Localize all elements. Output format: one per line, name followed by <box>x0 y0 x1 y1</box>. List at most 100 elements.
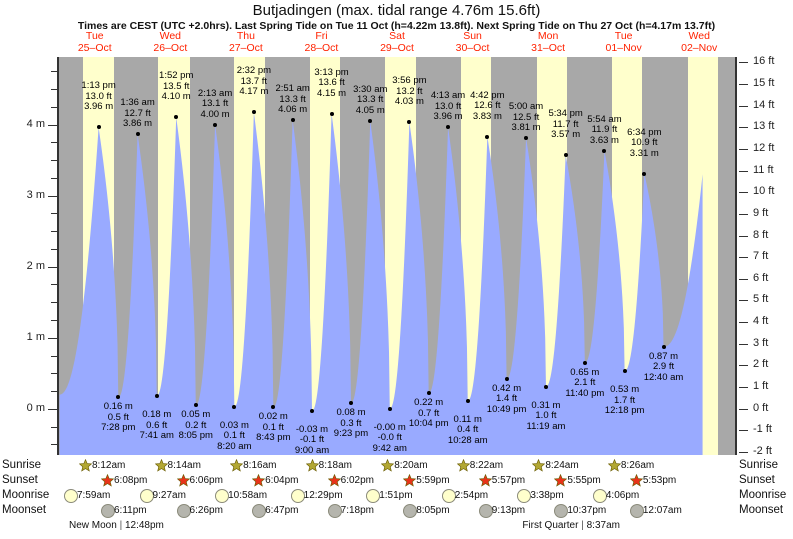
moonrise-disc-icon <box>592 489 607 503</box>
moonset-time: 12:07am <box>642 505 682 516</box>
tide-time: 0.16 m <box>103 401 133 413</box>
y-tick-m <box>51 391 57 393</box>
moonset-disc-icon <box>403 504 418 518</box>
y-label-ft: 13 ft <box>753 120 775 133</box>
y-label-m-3: 3 m <box>26 188 45 201</box>
low-tide-marker <box>582 360 587 365</box>
y-tick-ft <box>739 83 748 85</box>
y-tick-m <box>48 195 57 197</box>
tide-time: -0.03 m <box>295 423 329 435</box>
y-tick-m <box>51 88 57 90</box>
y-tick-ft <box>739 322 748 324</box>
y-tick-ft <box>739 213 748 215</box>
moonset-label-right: Moonset <box>739 504 784 516</box>
low-tide-marker <box>348 401 353 406</box>
sunset-star-icon <box>251 473 266 487</box>
day-header-4: Sat 29–Oct <box>359 30 435 54</box>
tide-feet: 2.9 ft <box>652 361 675 373</box>
moonrise-label-left: Moonrise <box>2 489 50 501</box>
day-weekday: Wed <box>159 30 182 42</box>
sunrise-time: 8:18am <box>318 460 353 471</box>
moonrise-disc-icon <box>366 489 381 503</box>
y-axis-feet: -2 ft -1 ft 0 ft 1 ft 2 ft 3 ft 4 ft 5 ft 6 ft 7 … <box>739 55 793 457</box>
astro-row-moonset: Moonset Moonset 6:11pm 6:26pm 6:47pm 7:18pm… <box>0 504 793 519</box>
y-label-m-1: 1 m <box>26 330 45 343</box>
y-label-ft: 11 ft <box>753 163 774 176</box>
sunset-time: 6:06pm <box>189 475 223 486</box>
tide-feet: 13.1 ft <box>201 98 229 110</box>
low-tide-marker <box>661 344 666 349</box>
y-tick-m <box>51 355 57 357</box>
tide-meters: 4.17 m <box>239 86 269 98</box>
moon-phase-name: First Quarter <box>522 520 579 531</box>
tide-feet: 13.2 ft <box>396 85 423 97</box>
day-header-8: Wed 02–Nov <box>661 30 737 54</box>
sunrise-time: 8:24am <box>545 460 579 471</box>
moonrise-disc-icon <box>139 489 154 503</box>
sunset-star-icon <box>478 473 493 487</box>
tide-time: 6:34 pm <box>627 126 662 138</box>
y-label-ft: 9 ft <box>753 206 769 219</box>
tide-time: 0.05 m <box>181 409 211 421</box>
y-tick-m <box>51 213 57 215</box>
day-header-row: Tue 25–Oct Wed 26–Oct Thu 27–Oct Fri 28–Oct Sat 2… <box>57 30 737 56</box>
low-tide-marker <box>543 384 548 389</box>
moonset-time: 10:37pm <box>567 505 607 516</box>
y-tick-ft <box>739 148 748 150</box>
y-label-ft: 15 ft <box>753 76 775 89</box>
tide-meters: 8:20 am <box>217 440 252 452</box>
high-tide-label: 3:30 am 13.3 ft 4.05 m <box>339 84 401 117</box>
sunrise-star-icon <box>305 458 319 472</box>
y-tick-ft <box>739 62 748 64</box>
y-tick-m <box>51 444 57 446</box>
high-tide-label: 4:42 pm 12.6 ft 3.83 m <box>456 90 518 123</box>
high-tide-marker <box>135 132 140 137</box>
moonset-time: 6:26pm <box>189 505 223 516</box>
high-tide-marker <box>602 148 607 153</box>
tide-meters: 4.05 m <box>355 104 385 116</box>
high-tide-marker <box>290 118 295 123</box>
high-tide-label: 3:13 pm 13.6 ft 4.15 m <box>301 67 363 100</box>
moonset-time: 9:13pm <box>491 505 526 516</box>
moonset-disc-icon <box>327 504 342 518</box>
high-tide-label: 1:52 pm 13.5 ft 4.10 m <box>145 71 207 103</box>
tide-feet: 0.5 ft <box>107 411 129 423</box>
tide-time: 5:00 am <box>508 101 544 113</box>
tide-meters: 8:05 pm <box>178 430 213 442</box>
y-label-m-2: 2 m <box>26 259 45 272</box>
high-tide-label: 2:13 am 13.1 ft 4.00 m <box>184 87 246 121</box>
tide-feet: 13.7 ft <box>240 75 268 87</box>
tide-meters: 7:28 pm <box>101 422 136 434</box>
y-tick-m <box>51 177 57 179</box>
low-tide-label: 0.42 m 1.4 ft 10:49 pm <box>476 383 538 416</box>
tide-feet: 13.6 ft <box>318 77 345 89</box>
tide-feet: 0.4 ft <box>457 424 479 436</box>
y-tick-m <box>48 124 57 126</box>
y-tick-m <box>51 284 57 286</box>
high-tide-marker <box>563 153 568 158</box>
low-tide-label: 0.22 m 0.7 ft 10:04 pm <box>398 398 460 430</box>
low-tide-marker <box>116 395 121 400</box>
tide-time: 2:32 pm <box>236 65 272 77</box>
high-tide-label: 4:13 am 13.0 ft 3.96 m <box>417 91 479 123</box>
tide-meters: 3.31 m <box>629 147 659 159</box>
tide-time: 0.08 m <box>336 407 366 419</box>
y-tick-ft <box>739 192 748 194</box>
day-weekday: Tue <box>614 30 633 42</box>
moonset-disc-icon <box>629 504 644 518</box>
tide-meters: 8:43 pm <box>256 432 291 444</box>
sunrise-time: 8:22am <box>469 460 504 471</box>
tide-meters: 4.00 m <box>200 108 230 120</box>
tide-feet: 1.7 ft <box>614 394 636 406</box>
tide-feet: 1.0 ft <box>535 410 557 422</box>
moonrise-disc-icon <box>215 489 230 503</box>
sunrise-time: 8:14am <box>167 460 201 471</box>
day-weekday: Thu <box>236 30 255 42</box>
sunset-star-icon <box>100 473 115 487</box>
day-date: 26–Oct <box>153 42 188 54</box>
tide-time: 3:56 pm <box>392 75 427 87</box>
tide-time: 2:13 am <box>197 87 233 99</box>
day-weekday: Wed <box>688 30 710 42</box>
tide-meters: 4.06 m <box>278 104 308 116</box>
day-date: 27–Oct <box>228 42 263 54</box>
